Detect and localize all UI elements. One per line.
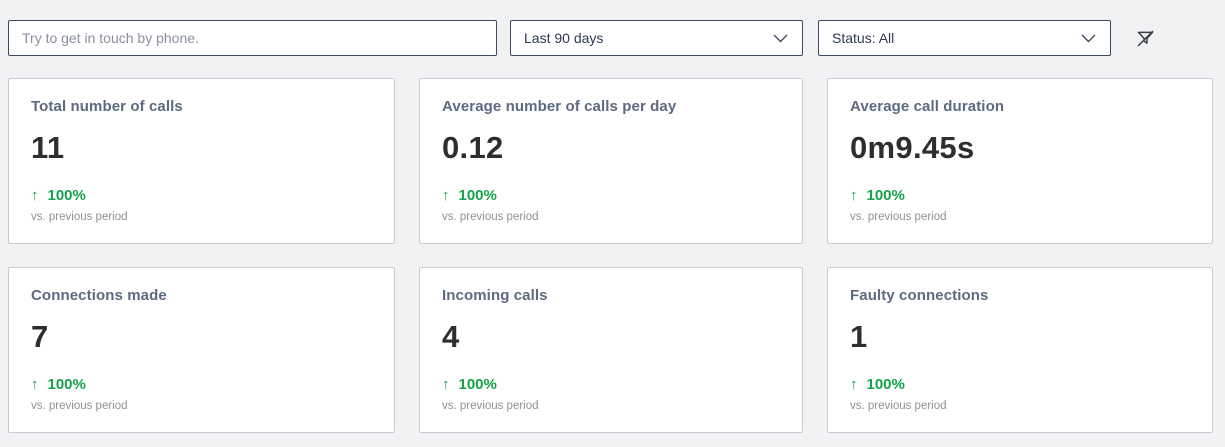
clear-filters-button[interactable] (1132, 25, 1158, 51)
stat-card-total-calls: Total number of calls 11 ↑ 100% vs. prev… (8, 78, 395, 244)
date-range-select[interactable]: Last 90 days (510, 20, 803, 56)
arrow-up-icon: ↑ (850, 187, 858, 204)
stat-title: Incoming calls (442, 287, 548, 304)
filter-off-icon (1135, 28, 1156, 49)
status-select[interactable]: Status: All (818, 20, 1111, 56)
chevron-down-icon (773, 34, 788, 43)
stat-trend: ↑ 100% (850, 376, 1190, 393)
stat-card-incoming-calls: Incoming calls 4 ↑ 100% vs. previous per… (419, 267, 803, 433)
stat-title: Average call duration (850, 98, 1005, 115)
trend-percent: 100% (458, 376, 497, 393)
arrow-up-icon: ↑ (31, 376, 39, 393)
arrow-up-icon: ↑ (442, 376, 450, 393)
arrow-up-icon: ↑ (442, 187, 450, 204)
trend-percent: 100% (866, 187, 905, 204)
stat-trend: ↑ 100% (31, 187, 372, 204)
stat-comparison: vs. previous period (850, 211, 947, 223)
stat-title: Average number of calls per day (442, 98, 677, 115)
trend-percent: 100% (866, 376, 905, 393)
stat-comparison: vs. previous period (442, 400, 539, 412)
stat-value: 0.12 (442, 130, 504, 165)
stat-comparison: vs. previous period (442, 211, 539, 223)
arrow-up-icon: ↑ (850, 376, 858, 393)
stat-value: 11 (31, 130, 65, 165)
stat-trend: ↑ 100% (850, 187, 1190, 204)
arrow-up-icon: ↑ (31, 187, 39, 204)
stat-card-avg-call-duration: Average call duration 0m9.45s ↑ 100% vs.… (827, 78, 1213, 244)
stat-title: Total number of calls (31, 98, 183, 115)
date-range-value: Last 90 days (524, 30, 604, 46)
stat-value: 0m9.45s (850, 130, 975, 165)
trend-percent: 100% (47, 376, 86, 393)
stat-value: 7 (31, 319, 49, 354)
stat-trend: ↑ 100% (31, 376, 372, 393)
trend-percent: 100% (47, 187, 86, 204)
chevron-down-icon (1081, 34, 1096, 43)
stat-value: 4 (442, 319, 460, 354)
trend-percent: 100% (458, 187, 497, 204)
stat-value: 1 (850, 319, 868, 354)
stat-comparison: vs. previous period (31, 211, 128, 223)
stats-cards-grid: Total number of calls 11 ↑ 100% vs. prev… (8, 78, 1213, 433)
stat-trend: ↑ 100% (442, 376, 780, 393)
stat-title: Connections made (31, 287, 167, 304)
stat-trend: ↑ 100% (442, 187, 780, 204)
stat-card-connections-made: Connections made 7 ↑ 100% vs. previous p… (8, 267, 395, 433)
stat-title: Faulty connections (850, 287, 989, 304)
stat-comparison: vs. previous period (31, 400, 128, 412)
stat-card-faulty-connections: Faulty connections 1 ↑ 100% vs. previous… (827, 267, 1213, 433)
status-value: Status: All (832, 30, 895, 46)
stat-comparison: vs. previous period (850, 400, 947, 412)
search-input[interactable] (8, 20, 497, 56)
filters-toolbar: Last 90 days Status: All (8, 20, 1214, 56)
stat-card-avg-calls-per-day: Average number of calls per day 0.12 ↑ 1… (419, 78, 803, 244)
